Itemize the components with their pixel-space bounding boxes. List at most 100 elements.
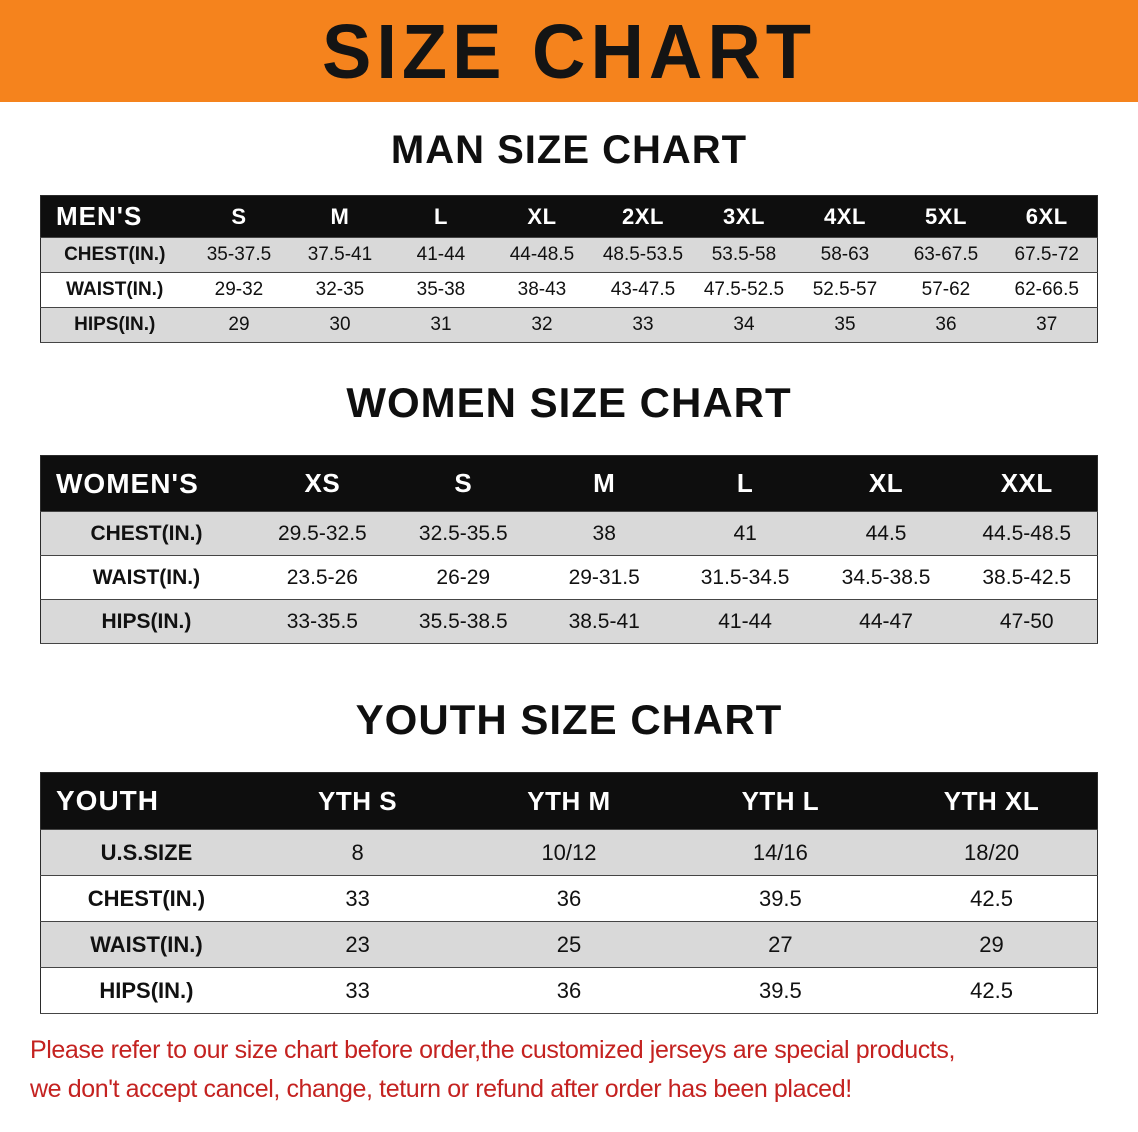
table-row: WAIST(IN.) 23.5-26 26-29 29-31.5 31.5-34.5 34… xyxy=(40,555,1098,600)
size-cell: 38-43 xyxy=(491,272,593,308)
size-cell: 47-50 xyxy=(956,599,1098,644)
size-cell: 37.5-41 xyxy=(289,237,391,273)
size-cell: 38.5-42.5 xyxy=(956,555,1098,600)
size-header-cell: M xyxy=(593,468,616,498)
size-cell: 63-67.5 xyxy=(895,237,997,273)
size-header-cell: S xyxy=(231,203,247,229)
size-cell: 33 xyxy=(251,967,464,1014)
size-cell: 30 xyxy=(289,307,391,343)
size-cell: 27 xyxy=(674,921,887,968)
size-cell: 32-35 xyxy=(289,272,391,308)
size-cell: 33 xyxy=(251,875,464,922)
row-label: U.S.SIZE xyxy=(40,829,252,876)
size-cell: 62-66.5 xyxy=(996,272,1098,308)
size-header-cell: XL xyxy=(527,203,557,229)
youth-section-heading: YOUTH SIZE CHART xyxy=(355,696,783,743)
size-header-cell: 5XL xyxy=(925,203,967,229)
size-cell: 58-63 xyxy=(794,237,896,273)
footer-notice: Please refer to our size chart before or… xyxy=(0,1036,1138,1104)
size-cell: 29 xyxy=(886,921,1098,968)
size-cell: 26-29 xyxy=(392,555,534,600)
size-cell: 25 xyxy=(463,921,675,968)
men-size-table: MEN'S S M L XL 2XL 3XL 4XL 5XL 6XL CHEST(IN.) 35-37… xyxy=(40,195,1098,343)
size-cell: 44.5 xyxy=(815,511,957,556)
size-cell: 42.5 xyxy=(886,875,1098,922)
row-label: HIPS(IN.) xyxy=(40,599,252,644)
notice-line-2: we don't accept cancel, change, teturn o… xyxy=(30,1075,852,1103)
row-label: CHEST(IN.) xyxy=(40,875,252,922)
size-header-cell: L xyxy=(433,203,448,229)
table-row: HIPS(IN.) 33-35.5 35.5-38.5 38.5-41 41-44 44-… xyxy=(40,599,1098,644)
header-row: YOUTH YTH S YTH M YTH L YTH XL xyxy=(40,772,1098,830)
size-header-cell: YTH XL xyxy=(943,785,1040,816)
size-cell: 29.5-32.5 xyxy=(251,511,393,556)
table-row: WAIST(IN.) 29-32 32-35 35-38 38-43 43-47.5 47.… xyxy=(40,272,1098,308)
table-row: HIPS(IN.) 29 30 31 32 33 34 35 36 37 xyxy=(40,307,1098,343)
size-cell: 42.5 xyxy=(886,967,1098,1014)
size-header-cell: YTH S xyxy=(318,785,398,816)
row-label: HIPS(IN.) xyxy=(40,967,252,1014)
size-cell: 38 xyxy=(533,511,675,556)
size-cell: 32.5-35.5 xyxy=(392,511,534,556)
notice-line-1: Please refer to our size chart before or… xyxy=(30,1036,955,1064)
banner: SIZE CHART xyxy=(0,0,1138,102)
size-cell: 38.5-41 xyxy=(533,599,675,644)
size-cell: 53.5-58 xyxy=(693,237,795,273)
man-section-heading: MAN SIZE CHART xyxy=(390,128,748,172)
size-header-cell: XL xyxy=(868,468,904,498)
size-cell: 41-44 xyxy=(674,599,816,644)
size-header-cell: XS xyxy=(304,468,341,498)
size-header-cell: S xyxy=(454,468,473,498)
size-cell: 43-47.5 xyxy=(592,272,694,308)
header-row: WOMEN'S XS S M L XL XXL xyxy=(40,455,1098,512)
youth-size-table: YOUTH YTH S YTH M YTH L YTH XL U.S.SIZE 8 10/12… xyxy=(40,772,1098,1014)
size-cell: 36 xyxy=(895,307,997,343)
size-cell: 23 xyxy=(251,921,464,968)
man-size-section: MAN SIZE CHART MEN'S S M L XL 2XL 3XL 4XL 5XL 6XL… xyxy=(0,128,1138,343)
size-header-cell: YTH M xyxy=(527,785,611,816)
size-cell: 35.5-38.5 xyxy=(392,599,534,644)
table-row: U.S.SIZE 8 10/12 14/16 18/20 xyxy=(40,829,1098,876)
row-label: WAIST(IN.) xyxy=(40,921,252,968)
size-header-cell: 4XL xyxy=(824,203,866,229)
women-section-heading: WOMEN SIZE CHART xyxy=(346,379,792,426)
size-header-cell: 2XL xyxy=(622,203,664,229)
size-header-cell: YTH L xyxy=(741,785,820,816)
size-cell: 37 xyxy=(996,307,1098,343)
size-cell: 34.5-38.5 xyxy=(815,555,957,600)
table-row: HIPS(IN.) 33 36 39.5 42.5 xyxy=(40,967,1098,1014)
size-cell: 34 xyxy=(693,307,795,343)
size-cell: 67.5-72 xyxy=(996,237,1098,273)
size-cell: 31.5-34.5 xyxy=(674,555,816,600)
women-size-section: WOMEN SIZE CHART WOMEN'S XS S M L XL XXL CHEST(… xyxy=(0,379,1138,644)
size-header-cell: XXL xyxy=(1000,468,1053,498)
row-label: CHEST(IN.) xyxy=(40,237,189,273)
size-cell: 23.5-26 xyxy=(251,555,393,600)
size-cell: 8 xyxy=(251,829,464,876)
table-title-cell: MEN'S xyxy=(56,201,143,231)
size-cell: 41-44 xyxy=(390,237,492,273)
size-cell: 14/16 xyxy=(674,829,887,876)
size-cell: 41 xyxy=(674,511,816,556)
size-cell: 31 xyxy=(390,307,492,343)
size-cell: 35-37.5 xyxy=(188,237,290,273)
size-cell: 57-62 xyxy=(895,272,997,308)
size-cell: 33-35.5 xyxy=(251,599,393,644)
size-cell: 32 xyxy=(491,307,593,343)
table-row: CHEST(IN.) 35-37.5 37.5-41 41-44 44-48.5 48.5… xyxy=(40,237,1098,273)
size-header-cell: 3XL xyxy=(723,203,765,229)
size-cell: 35-38 xyxy=(390,272,492,308)
row-label: HIPS(IN.) xyxy=(40,307,189,343)
size-cell: 33 xyxy=(592,307,694,343)
size-cell: 29-31.5 xyxy=(533,555,675,600)
size-chart-page: SIZE CHART MAN SIZE CHART MEN'S S M L XL 2XL 3… xyxy=(0,0,1138,1104)
table-title-cell: WOMEN'S xyxy=(56,467,199,499)
table-row: CHEST(IN.) 29.5-32.5 32.5-35.5 38 41 44.5 44.5… xyxy=(40,511,1098,556)
size-cell: 47.5-52.5 xyxy=(693,272,795,308)
row-label: WAIST(IN.) xyxy=(40,272,189,308)
page-title: SIZE CHART xyxy=(322,7,816,95)
size-cell: 44-47 xyxy=(815,599,957,644)
size-cell: 36 xyxy=(463,967,675,1014)
size-cell: 10/12 xyxy=(463,829,675,876)
women-size-table: WOMEN'S XS S M L XL XXL CHEST(IN.) 29.5-32.5 32.5… xyxy=(40,455,1098,644)
